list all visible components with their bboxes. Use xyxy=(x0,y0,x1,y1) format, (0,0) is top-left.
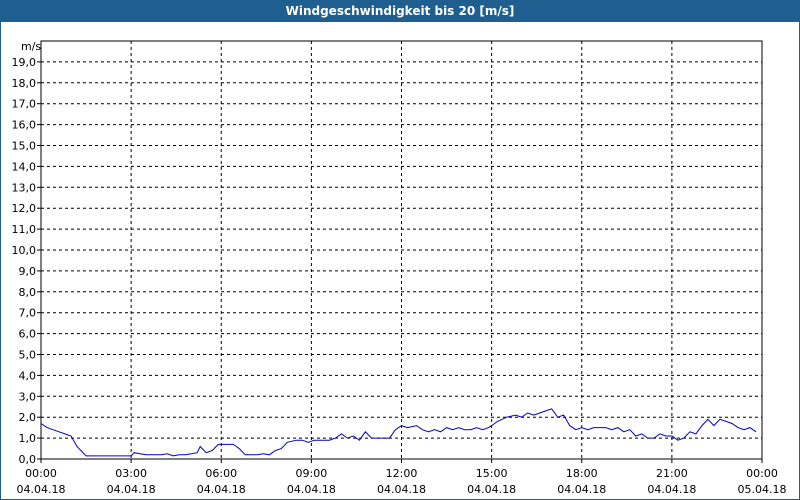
y-tick-label: 13,0 xyxy=(12,181,37,194)
x-tick-time: 12:00 xyxy=(386,467,418,480)
y-tick-label: 15,0 xyxy=(12,140,37,153)
x-axis-ticks: 00:00 04.04.18 03:00 04.04.18 06:00 04.04.18 0… xyxy=(17,459,787,496)
wind-speed-chart: 0,0 1,0 2,0 3,0 4,0 5,0 6,0 7,0 8,0 9,0 10,0 11,0 12… xyxy=(12,40,787,496)
y-tick-label: 16,0 xyxy=(12,119,37,132)
x-tick-time: 00:00 xyxy=(25,467,57,480)
y-tick-label: 17,0 xyxy=(12,98,37,111)
y-tick-label: 4,0 xyxy=(19,369,37,382)
y-tick-label: 6,0 xyxy=(19,328,37,341)
y-tick-label: 14,0 xyxy=(12,160,37,173)
y-axis-ticks: 0,0 1,0 2,0 3,0 4,0 5,0 6,0 7,0 8,0 9,0 10,0 11,0 12… xyxy=(12,56,41,466)
y-tick-label: 7,0 xyxy=(19,307,37,320)
y-tick-label: 10,0 xyxy=(12,244,37,257)
x-tick-time: 03:00 xyxy=(115,467,147,480)
y-tick-label: 0,0 xyxy=(19,453,37,466)
y-tick-label: 2,0 xyxy=(19,411,37,424)
x-tick-time: 18:00 xyxy=(566,467,598,480)
y-tick-label: 18,0 xyxy=(12,77,37,90)
y-tick-label: 3,0 xyxy=(19,390,37,403)
x-tick-date: 05.04.18 xyxy=(738,483,787,496)
x-tick-date: 04.04.18 xyxy=(377,483,426,496)
x-tick-date: 04.04.18 xyxy=(197,483,246,496)
x-tick-time: 09:00 xyxy=(296,467,328,480)
y-tick-label: 19,0 xyxy=(12,56,37,69)
x-tick-time: 15:00 xyxy=(476,467,508,480)
y-tick-label: 12,0 xyxy=(12,202,37,215)
x-tick-date: 04.04.18 xyxy=(107,483,156,496)
grid xyxy=(41,41,762,459)
x-tick-date: 04.04.18 xyxy=(287,483,336,496)
y-axis-label: m/s xyxy=(21,40,41,53)
chart-title: Windgeschwindigkeit bis 20 [m/s] xyxy=(1,1,799,22)
x-tick-date: 04.04.18 xyxy=(467,483,516,496)
y-tick-label: 5,0 xyxy=(19,349,37,362)
series-line-wind-speed xyxy=(40,408,757,457)
x-tick-date: 04.04.18 xyxy=(17,483,66,496)
x-tick-date: 04.04.18 xyxy=(647,483,696,496)
y-tick-label: 9,0 xyxy=(19,265,37,278)
y-tick-label: 11,0 xyxy=(12,223,37,236)
y-tick-label: 8,0 xyxy=(19,286,37,299)
x-tick-time: 06:00 xyxy=(205,467,237,480)
x-tick-date: 04.04.18 xyxy=(557,483,606,496)
y-tick-label: 1,0 xyxy=(19,432,37,445)
x-tick-time: 00:00 xyxy=(746,467,778,480)
x-tick-time: 21:00 xyxy=(656,467,688,480)
